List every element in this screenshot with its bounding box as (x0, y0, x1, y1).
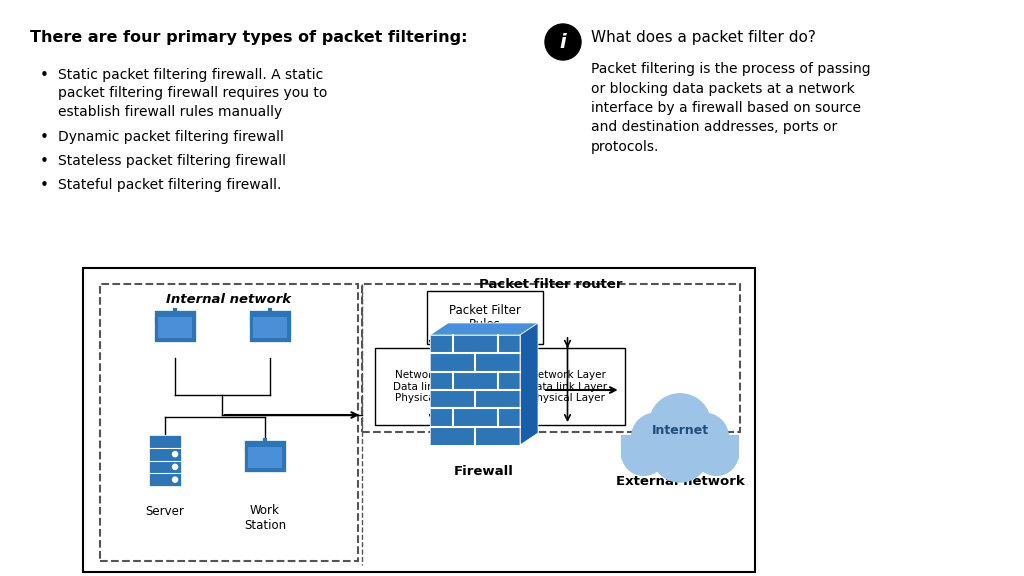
Bar (427, 291, 543, 344)
Bar (253, 317, 287, 338)
Text: External network: External network (615, 475, 744, 488)
Polygon shape (520, 323, 538, 445)
Bar (244, 440, 286, 472)
Bar (430, 335, 520, 445)
Bar (158, 317, 193, 338)
Circle shape (172, 464, 177, 469)
Text: Internal network: Internal network (167, 293, 292, 306)
Text: •: • (40, 178, 49, 193)
Text: i: i (560, 32, 566, 51)
Circle shape (651, 425, 709, 482)
Text: Static packet filtering firewall. A static
packet filtering firewall requires yo: Static packet filtering firewall. A stat… (58, 68, 328, 119)
Bar (510, 348, 625, 425)
Circle shape (680, 413, 728, 461)
Text: What does a packet filter do?: What does a packet filter do? (591, 30, 816, 45)
Circle shape (632, 413, 680, 461)
Text: •: • (40, 154, 49, 169)
Text: Dynamic packet filtering firewall: Dynamic packet filtering firewall (58, 130, 284, 144)
Text: Packet filtering is the process of passing
or blocking data packets at a network: Packet filtering is the process of passi… (591, 62, 870, 154)
Text: Packet filter router: Packet filter router (479, 278, 623, 291)
Circle shape (545, 24, 581, 60)
Bar (154, 310, 196, 342)
Text: Server: Server (145, 505, 184, 518)
Circle shape (172, 452, 177, 457)
Bar (362, 284, 740, 432)
Text: Network Layer
Data link Layer
Physical Layer: Network Layer Data link Layer Physical L… (528, 370, 607, 403)
Circle shape (622, 431, 666, 475)
Text: Internet: Internet (651, 425, 709, 438)
Text: •: • (40, 68, 49, 83)
Text: •: • (40, 130, 49, 145)
Bar (100, 284, 358, 561)
Circle shape (172, 477, 177, 482)
Circle shape (649, 394, 711, 456)
Bar (249, 310, 291, 342)
Text: Network Layer
Data link Layer
Physical Layer: Network Layer Data link Layer Physical L… (393, 370, 472, 403)
Bar (430, 335, 520, 445)
Circle shape (694, 431, 738, 475)
Bar (375, 348, 490, 425)
Text: Packet Filter
Rules: Packet Filter Rules (450, 304, 521, 332)
Bar (621, 435, 739, 459)
Text: Stateful packet filtering firewall.: Stateful packet filtering firewall. (58, 178, 282, 192)
Text: Stateless packet filtering firewall: Stateless packet filtering firewall (58, 154, 286, 168)
Polygon shape (430, 323, 538, 335)
Bar (83, 268, 755, 572)
Text: Work
Station: Work Station (244, 504, 286, 532)
Text: Firewall: Firewall (454, 465, 514, 478)
Text: There are four primary types of packet filtering:: There are four primary types of packet f… (30, 30, 468, 45)
Bar (248, 447, 282, 468)
Bar (150, 435, 181, 486)
